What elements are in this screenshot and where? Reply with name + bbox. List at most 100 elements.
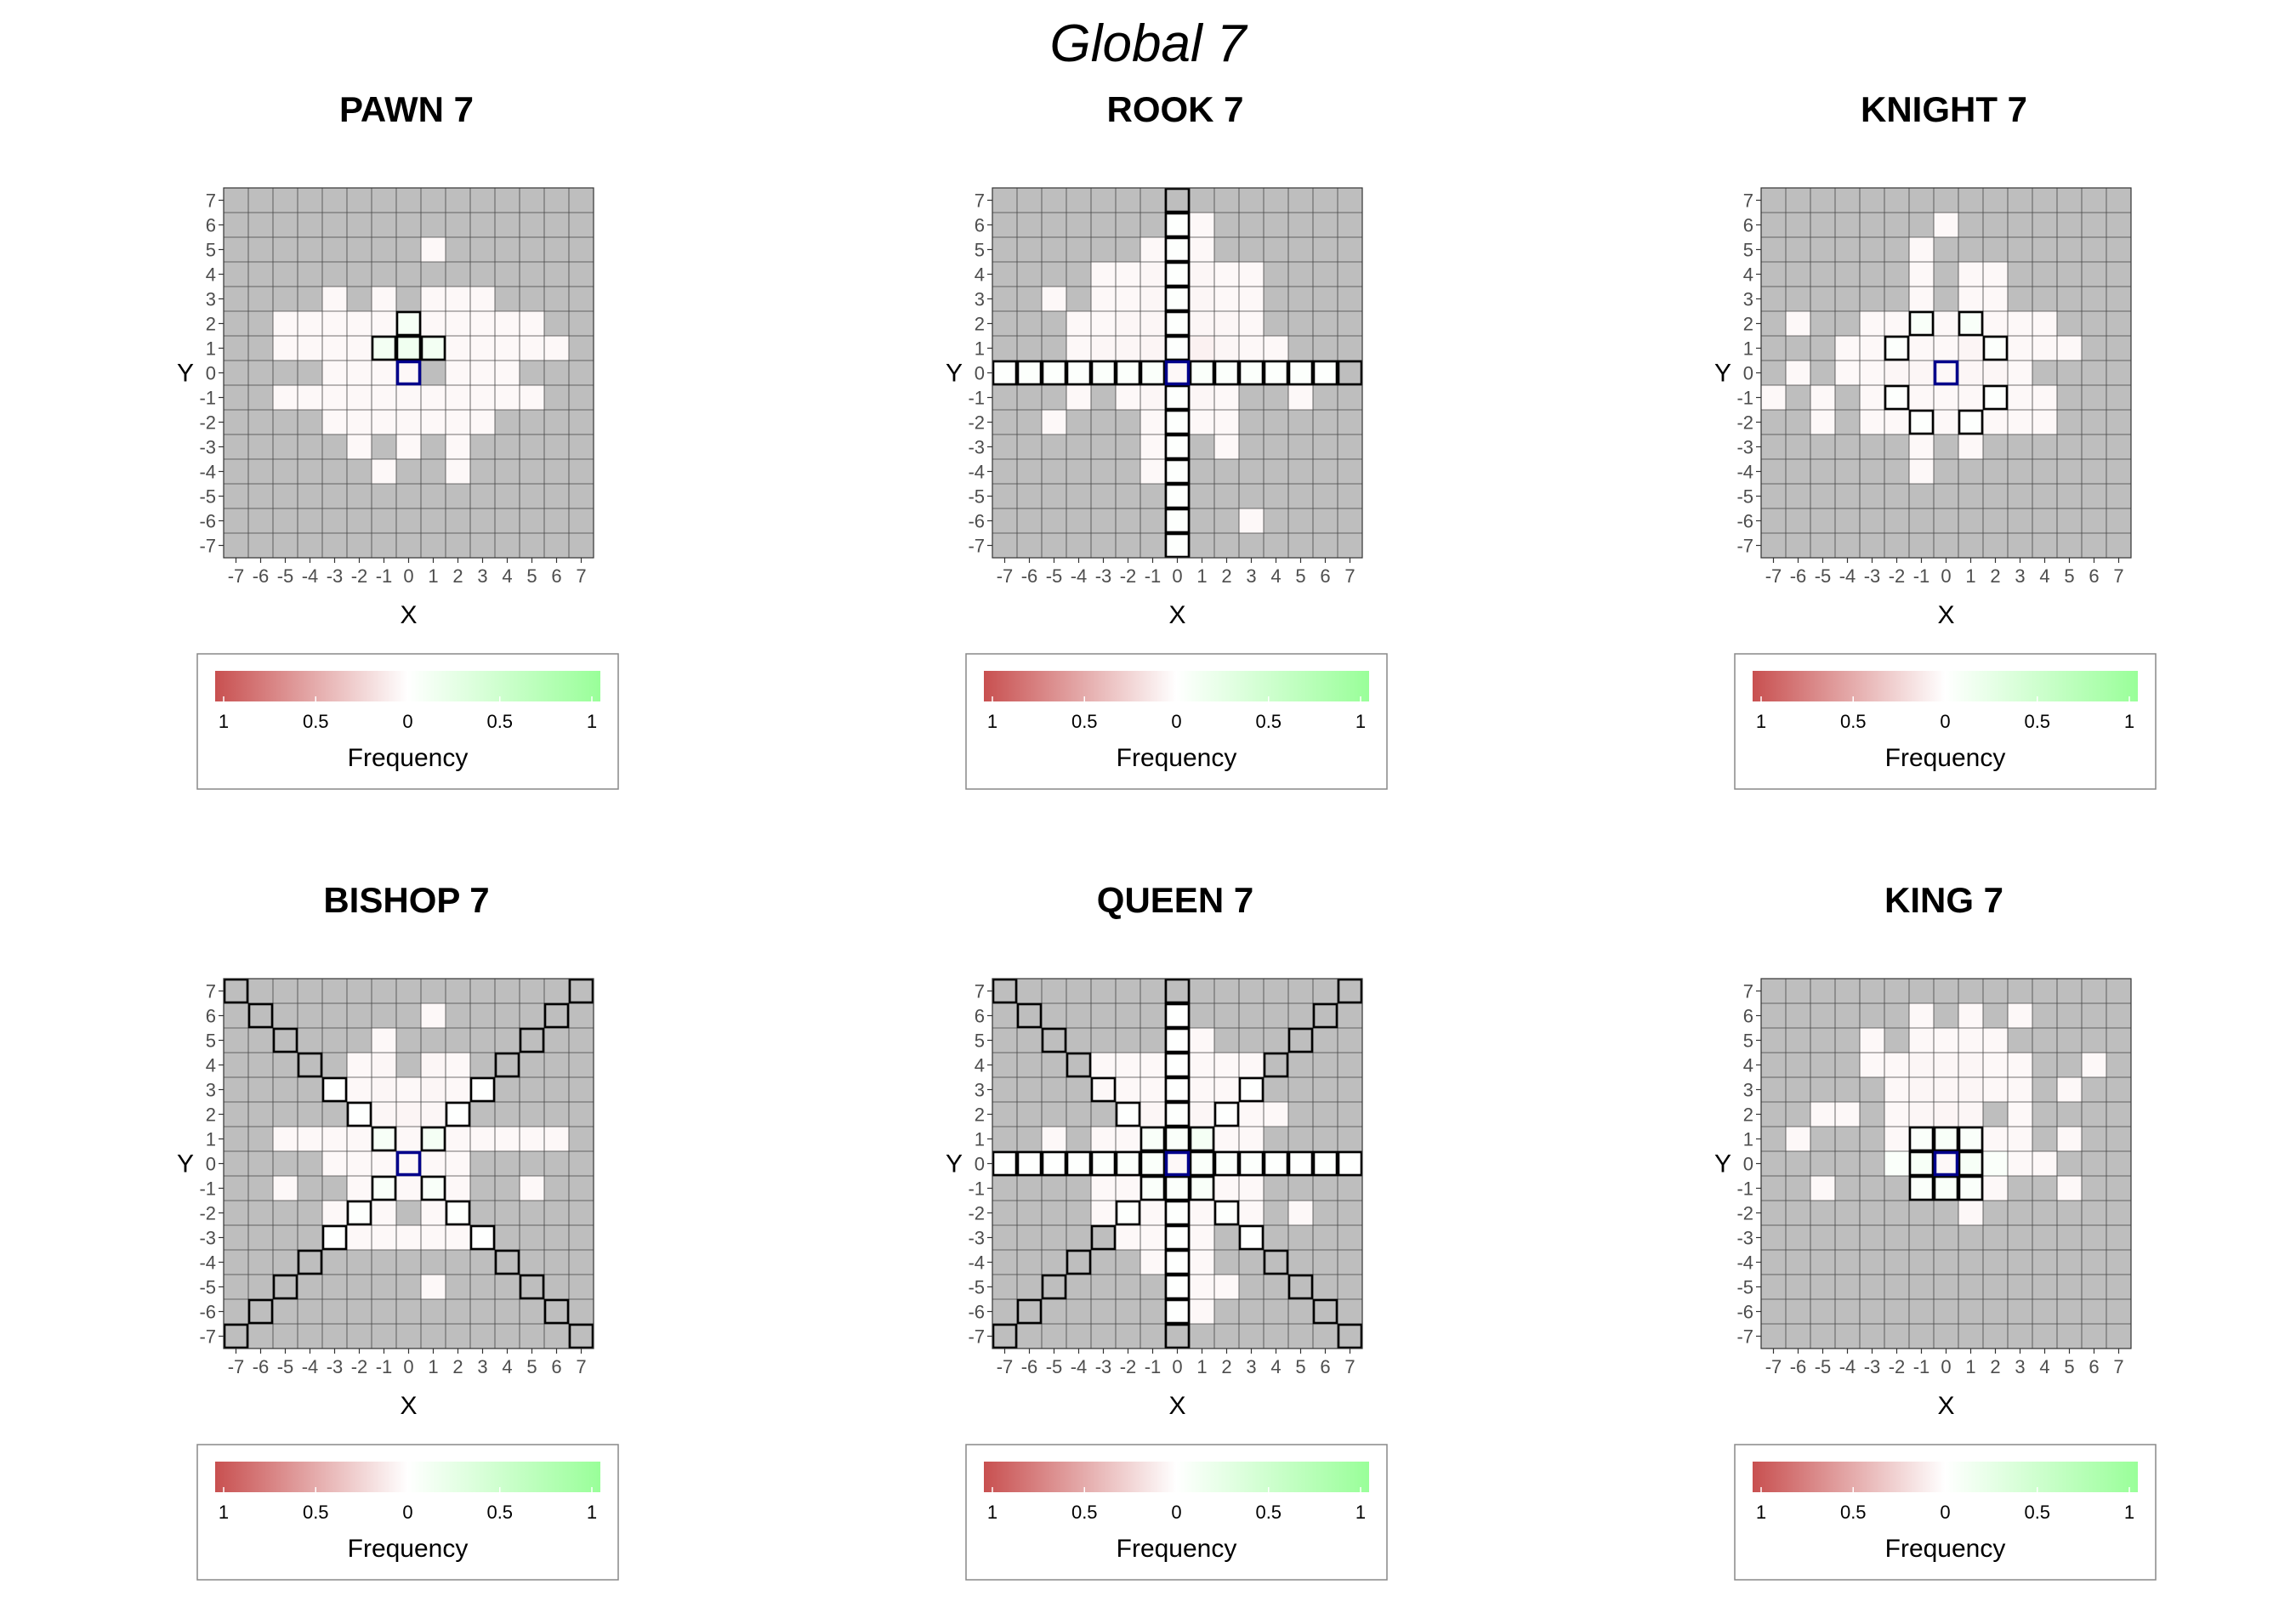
panel-title: ROOK 7 [1106, 89, 1243, 129]
y-tick-label: -2 [199, 1203, 216, 1224]
heat-cell [421, 311, 446, 336]
y-tick-label: 1 [206, 1129, 216, 1150]
heat-cell [1983, 1077, 2008, 1102]
heat-cell [1190, 1250, 1214, 1275]
y-tick-label: -7 [1736, 1326, 1753, 1348]
move-square-outline [1164, 1175, 1191, 1201]
x-tick-label: 0 [1172, 565, 1182, 587]
x-tick-label: -6 [253, 565, 270, 587]
y-axis-label: Y [946, 360, 963, 388]
move-square-outline [1016, 1002, 1043, 1029]
heat-cell [470, 1225, 495, 1250]
move-square-outline [1090, 1150, 1117, 1177]
heat-cell [1140, 1053, 1165, 1077]
heat-cell [372, 1102, 396, 1127]
x-tick-label: -1 [1145, 565, 1162, 587]
move-square-outline [1337, 1323, 1363, 1349]
move-square-outline [1115, 1150, 1141, 1177]
heat-cell [1140, 1151, 1165, 1176]
heat-cell [1091, 361, 1116, 385]
heat-cell [322, 410, 347, 434]
x-tick-label: 6 [1320, 565, 1330, 587]
heat-cell [1091, 1201, 1116, 1225]
heat-cell [1958, 434, 1983, 459]
heat-cell [421, 1176, 446, 1201]
y-tick-label: 3 [975, 1080, 985, 1101]
x-tick-label: -3 [327, 1356, 344, 1377]
x-tick-label: 5 [526, 1356, 537, 1377]
legend-tick-label: 1 [2124, 1502, 2134, 1523]
heat-cell [1884, 336, 1909, 361]
x-tick-label: -6 [1021, 1356, 1038, 1377]
heat-cell [1214, 1053, 1239, 1077]
heat-cell [446, 336, 470, 361]
y-tick-label: -3 [199, 437, 216, 458]
move-square-outline [445, 1200, 471, 1226]
heat-cell [1165, 1275, 1190, 1299]
legend-tick-label: 0.5 [1071, 711, 1098, 732]
move-square-outline [1164, 532, 1191, 559]
heat-cell [1116, 1201, 1140, 1225]
x-tick-label: -5 [1046, 1356, 1063, 1377]
y-tick-label: -5 [199, 1277, 216, 1298]
heat-cell [421, 1003, 446, 1028]
y-axis-label: Y [1714, 360, 1731, 388]
move-square-outline [1908, 1126, 1935, 1152]
heat-cell [322, 385, 347, 410]
heat-cell [1190, 1127, 1214, 1151]
heat-cell [1140, 459, 1165, 484]
y-tick-label: 4 [975, 264, 985, 286]
move-square-outline [346, 1101, 372, 1127]
y-tick-label: 0 [1743, 363, 1753, 384]
heat-cell [1214, 287, 1239, 311]
move-square-outline [1164, 1323, 1191, 1349]
y-tick-label: 4 [975, 1055, 985, 1076]
move-square-outline [1189, 360, 1215, 386]
heat-cell [1165, 1225, 1190, 1250]
move-square-outline [395, 335, 422, 361]
heat-cell [1239, 1127, 1264, 1151]
origin-square-outline [1933, 360, 1959, 386]
heat-cell [421, 336, 446, 361]
heat-cell [1810, 1176, 1835, 1201]
move-square-outline [346, 1200, 372, 1226]
move-square-outline [1287, 360, 1314, 386]
x-tick-label: -1 [376, 565, 393, 587]
heat-cell [1165, 533, 1190, 558]
legend-tick-label: 0.5 [1840, 711, 1867, 732]
y-tick-label: 1 [975, 338, 985, 360]
x-tick-label: 6 [551, 565, 561, 587]
heat-cell [396, 1127, 421, 1151]
heat-cell [2032, 385, 2057, 410]
y-tick-label: -2 [199, 412, 216, 434]
legend-tick-label: 0.5 [1071, 1502, 1098, 1523]
y-tick-label: -3 [199, 1228, 216, 1249]
move-square-outline [1041, 1027, 1067, 1053]
heat-cell [1116, 1053, 1140, 1077]
panel-title: BISHOP 7 [323, 880, 489, 920]
heat-cell [1165, 1176, 1190, 1201]
move-square-outline [1189, 1150, 1215, 1177]
x-tick-label: 1 [428, 565, 438, 587]
heat-cell [1983, 1151, 2008, 1176]
heat-cell [396, 410, 421, 434]
heat-cell [2057, 1127, 2082, 1151]
heat-cell [396, 1102, 421, 1127]
y-tick-label: -1 [199, 1178, 216, 1200]
heat-cell [322, 1225, 347, 1250]
x-tick-label: -2 [1889, 565, 1906, 587]
x-tick-label: 1 [428, 1356, 438, 1377]
heat-cell [1190, 287, 1214, 311]
heat-cell [1983, 385, 2008, 410]
x-tick-label: -6 [1790, 1356, 1807, 1377]
heat-cell [446, 311, 470, 336]
move-square-outline [371, 1175, 397, 1201]
heat-cell [1165, 1151, 1190, 1176]
heat-cell [1909, 1003, 1934, 1028]
move-square-outline [992, 360, 1018, 386]
heat-cell [2082, 1053, 2106, 1077]
heat-cell [1165, 1053, 1190, 1077]
move-square-outline [568, 1323, 594, 1349]
move-square-outline [247, 1002, 274, 1029]
move-square-outline [1164, 310, 1191, 337]
